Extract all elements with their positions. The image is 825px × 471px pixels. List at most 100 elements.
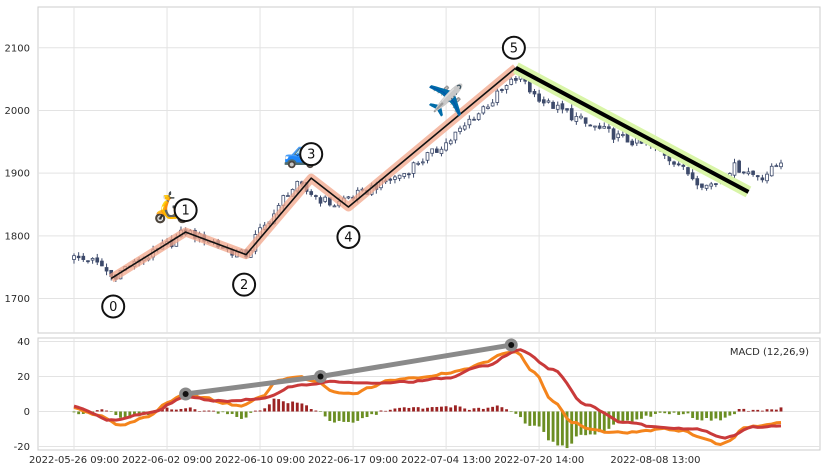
macd-hist-bar xyxy=(747,410,750,412)
wave-label-5: 5 xyxy=(501,35,526,60)
candle-body xyxy=(411,162,416,174)
candle-body xyxy=(616,133,621,139)
macd-hist-bar xyxy=(179,408,183,412)
candle-body xyxy=(402,173,407,177)
macd-hist-bar xyxy=(109,411,113,413)
macd-hist-bar xyxy=(667,411,671,415)
candle-body xyxy=(597,125,602,129)
macd-hist-bar xyxy=(105,410,108,412)
wave-label-circle xyxy=(501,35,526,60)
candle-body xyxy=(690,172,695,180)
candle-body xyxy=(500,89,504,91)
price-grid xyxy=(38,7,820,333)
candle-body xyxy=(425,152,430,161)
wave-label-text: 5 xyxy=(510,41,518,56)
candle-body xyxy=(537,93,541,102)
wave-label-3: 3 xyxy=(299,142,324,167)
macd-hist-bar xyxy=(244,411,248,418)
x-tick-label: 2022-05-26 09:00 xyxy=(29,455,119,466)
macd-hist-bar xyxy=(621,411,625,424)
macd-hist-bar xyxy=(709,411,713,421)
macd-hist-bar xyxy=(514,411,518,414)
candle-body xyxy=(458,127,462,132)
macd-hist-bar xyxy=(337,411,341,421)
candle-body xyxy=(509,78,514,85)
candle-body xyxy=(676,163,681,166)
macd-hist-bar xyxy=(477,407,481,412)
macd-hist-bar xyxy=(128,411,132,419)
macd-hist-bar xyxy=(598,411,602,433)
macd-hist-bar xyxy=(165,407,169,412)
macd-hist-bar xyxy=(212,410,215,412)
x-tick-label: 2022-06-17 09:00 xyxy=(308,455,398,466)
macd-hist-bar xyxy=(695,411,699,420)
wave-label-circle xyxy=(336,224,361,249)
candle-body xyxy=(551,101,555,109)
candle-body xyxy=(755,175,760,178)
macd-hist-bar xyxy=(672,411,676,413)
macd-hist-bar xyxy=(560,411,564,446)
candle-body xyxy=(779,162,783,168)
candle-body xyxy=(421,161,425,164)
candle-body xyxy=(569,108,574,121)
macd-hist-bar xyxy=(426,407,429,412)
macd-hist-bar xyxy=(267,404,271,412)
candle-body xyxy=(453,131,458,141)
candle-body xyxy=(560,103,565,110)
macd-hist-bar xyxy=(733,411,736,415)
macd-hist-bar xyxy=(402,407,406,412)
candle-body xyxy=(746,171,751,175)
candle-body xyxy=(309,191,314,195)
macd-hist-bar xyxy=(216,411,220,414)
macd-hist-bar xyxy=(277,399,281,412)
candle-body xyxy=(672,161,676,165)
macd-hist-bar xyxy=(714,411,718,419)
wave-line xyxy=(110,67,517,280)
macd-hist-bar xyxy=(519,411,522,418)
macd-hist-bar xyxy=(72,411,76,413)
candle-body xyxy=(314,195,318,197)
macd-hist-bar xyxy=(384,410,388,412)
macd-hist-bar xyxy=(342,411,346,422)
candle-body xyxy=(444,142,448,151)
projection-line xyxy=(513,62,752,198)
candle-body xyxy=(607,126,611,129)
macd-hist-bar xyxy=(760,410,764,412)
candle-body xyxy=(434,148,439,153)
macd-hist-bar xyxy=(407,407,411,412)
macd-hist-bar xyxy=(170,409,174,412)
x-axis: 2022-05-26 09:00 2022-06-02 09:00 2022-06-… xyxy=(29,455,701,466)
macd-hist-bar xyxy=(723,411,727,418)
macd-hist-bar xyxy=(556,411,560,446)
macd-hist-bar xyxy=(644,411,648,416)
wave-label-2: 2 xyxy=(232,272,257,297)
wave-label-circle xyxy=(299,142,324,167)
macd-hist-bar xyxy=(435,406,439,412)
macd-hist-bar xyxy=(370,411,374,415)
candle-body xyxy=(100,260,104,267)
macd-hist-bar xyxy=(188,407,192,412)
macd-hist-bar xyxy=(509,411,513,413)
candle-body xyxy=(486,106,490,109)
candle-body xyxy=(439,148,444,154)
wave-label-text: 4 xyxy=(344,230,352,245)
macd-hist-bar xyxy=(249,411,253,413)
macd-hist-bar xyxy=(77,411,81,415)
candle-body xyxy=(621,134,625,136)
macd-hist-bar xyxy=(774,409,778,412)
macd-hist-bar xyxy=(421,408,425,412)
macd-hist-bar xyxy=(119,411,122,418)
macd-hist-bar xyxy=(291,401,295,412)
macd-y-tick-label: 20 xyxy=(17,372,30,383)
macd-hist-bar xyxy=(440,406,443,412)
candle-body xyxy=(732,162,737,176)
wave-label-text: 3 xyxy=(307,148,315,163)
candle-body xyxy=(104,267,109,272)
candle-body xyxy=(504,85,509,90)
candle-body xyxy=(495,90,500,103)
candle-body xyxy=(81,255,86,260)
macd-hist-bar xyxy=(551,411,555,442)
macd-hist-bar xyxy=(258,410,262,412)
airplane-icon: ✈️ xyxy=(427,81,464,118)
candle-body xyxy=(286,195,290,197)
